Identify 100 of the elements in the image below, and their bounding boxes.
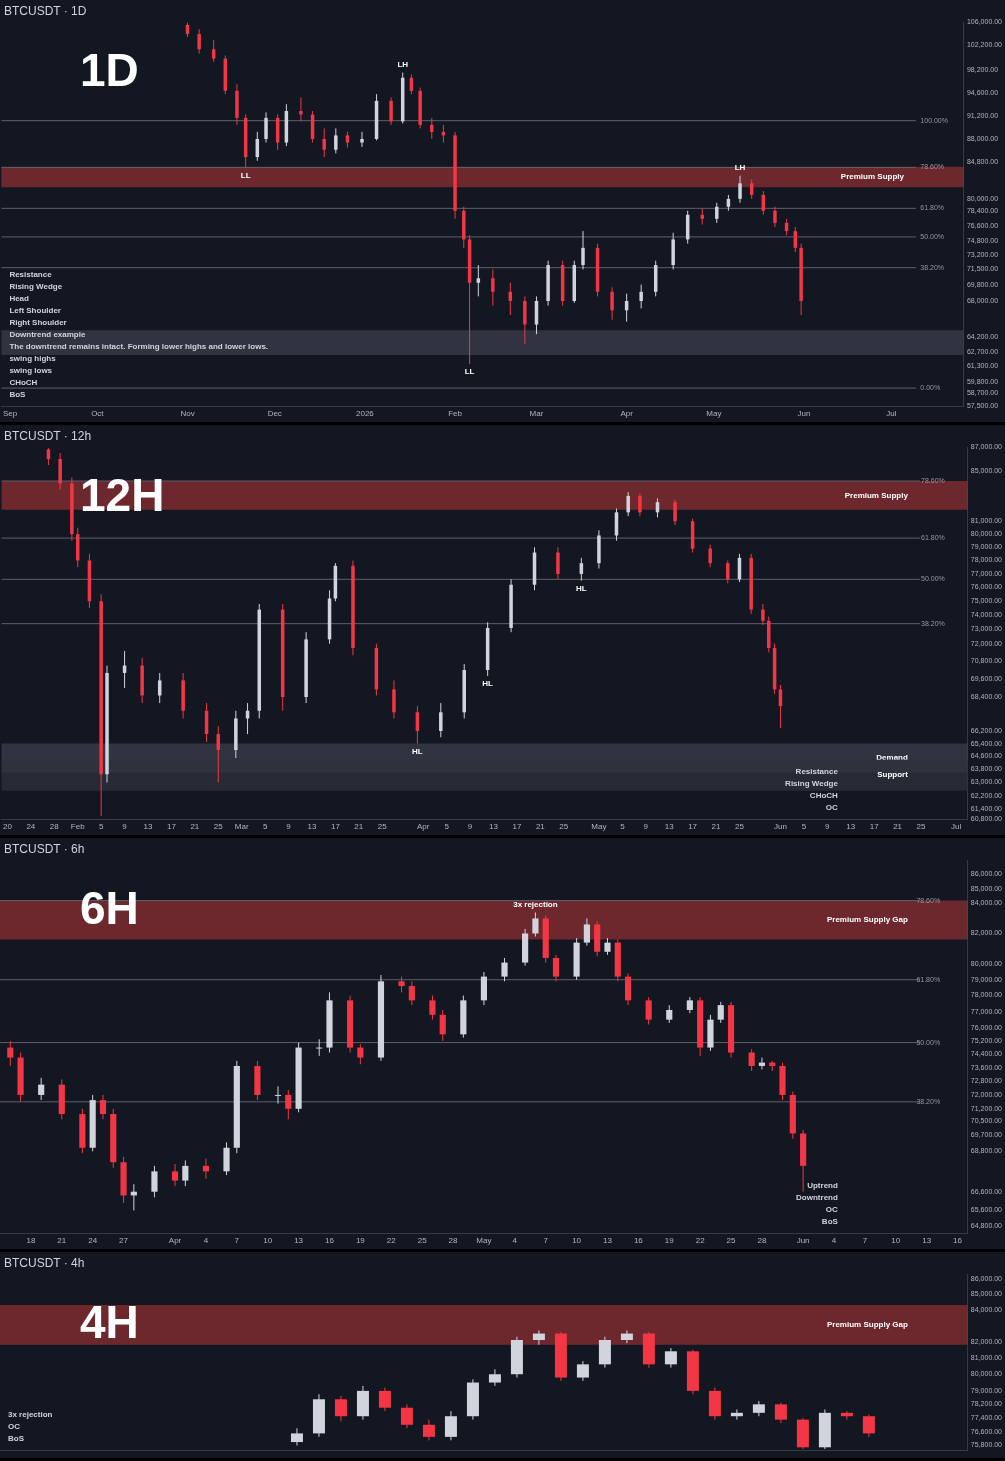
chart-title: BTCUSDT · 12h [4,429,92,444]
candlestick [7,1040,14,1067]
x-tick-label: 5 [98,822,104,832]
candlestick [299,97,303,122]
candlestick [749,179,754,200]
x-tick-label: 13 [846,822,856,832]
candlestick [444,1410,457,1441]
x-tick-label: 20 [3,822,13,832]
candlestick [429,995,436,1021]
text: 4H [80,1295,139,1348]
x-tick-label: 25 [735,822,745,832]
annotation: HL [482,679,494,689]
candlestick [378,1387,391,1412]
x-tick-label: 28 [757,1236,767,1246]
x-tick-label: 13 [294,1236,304,1246]
candlestick [322,127,326,158]
candlestick [264,111,268,144]
candlestick [211,39,216,63]
x-tick-label: 7 [862,1236,868,1246]
annotation: Downtrend [796,1192,838,1202]
x-tick-label: 25 [213,822,224,832]
candlestick [532,911,539,938]
x-tick-label: 9 [467,822,473,832]
candlestick [738,175,742,204]
annotation: Head [9,293,30,303]
annotation: CHoCH [9,377,38,387]
x-tick-label: 4 [512,1236,518,1246]
x-tick-label: Jun [796,1236,810,1246]
x-tick-label: Nov [180,409,195,419]
candlestick [197,28,201,55]
candlestick [639,284,643,309]
band-label: Support [877,770,909,780]
band-label: Premium Supply Gap [826,915,908,925]
candlestick [748,1048,755,1072]
x-tick-label: 19 [664,1236,675,1246]
candlestick [773,206,777,228]
candlestick [556,546,560,580]
x-tick-label: 27 [119,1236,129,1246]
annotation: LL [240,171,251,181]
annotation: 3x rejection [513,899,558,909]
annotation: 3x rejection [8,1410,53,1419]
candlestick [422,1419,435,1441]
annotation: HL [412,746,423,756]
candlestick [430,117,434,140]
text: 6H [80,881,139,934]
x-tick-label: 17 [688,822,698,832]
annotation: OC [825,1204,839,1214]
chart-title: BTCUSDT · 4h [4,1256,85,1271]
annotation: Downtrend example [9,329,86,339]
candlestick [761,603,765,626]
x-tick-label: 17 [869,822,880,832]
x-tick-label: 17 [512,822,522,832]
annotation: BoS [821,1216,839,1226]
annotation: OC [825,802,839,812]
x-tick-label: 5 [262,822,268,832]
text: 1D [80,43,139,96]
x-tick-label: 4 [203,1236,209,1246]
candlestick [480,971,488,1006]
candlestick [274,1085,282,1105]
candlestick [408,980,415,1006]
x-tick-label: 25 [377,822,388,832]
candlestick [223,1141,230,1176]
candlestick [862,1414,875,1438]
candlestick [583,917,590,947]
candlestick [171,1163,179,1187]
annotation: LL [464,367,475,377]
x-tick-label: 7 [543,1236,549,1246]
candlestick [726,559,730,584]
annotation: swing lows [9,365,53,375]
x-tick-label: Apr [168,1236,182,1246]
x-tick-label: 13 [922,1236,932,1246]
candlestick [400,1403,413,1429]
candlestick [38,1077,45,1101]
x-tick-label: 25 [726,1236,737,1246]
candlestick [638,492,642,517]
band-label: Premium Supply Gap [826,1320,908,1330]
candlestick [491,268,495,307]
x-tick-label: 22 [386,1236,397,1246]
x-tick-label: May [706,409,722,419]
candlestick [610,286,614,321]
x-tick-label: 25 [916,822,927,832]
x-tick-label: Feb [448,409,463,419]
x-tick-label: 13 [143,822,153,832]
candlestick [182,1159,189,1187]
candlestick [501,957,508,982]
candlestick [552,954,560,982]
x-tick-label: 16 [953,1236,963,1246]
x-tick-label: Jun [774,822,787,832]
annotation: Rising Wedge [9,281,63,291]
candlestick [389,97,393,126]
x-tick-label: 17 [330,822,341,832]
x-tick-label: Mar [529,409,544,419]
x-tick-label: May [591,822,607,832]
candlestick [488,1368,501,1387]
x-tick-label: 28 [49,822,60,832]
annotation: Resistance [9,269,53,279]
x-tick-label: Jul [951,822,962,832]
x-tick-label: 21 [190,822,200,832]
annotation: The downtrend remains intact. Forming lower highs and lower lows. [9,341,269,351]
x-tick-label: 7 [234,1236,240,1246]
